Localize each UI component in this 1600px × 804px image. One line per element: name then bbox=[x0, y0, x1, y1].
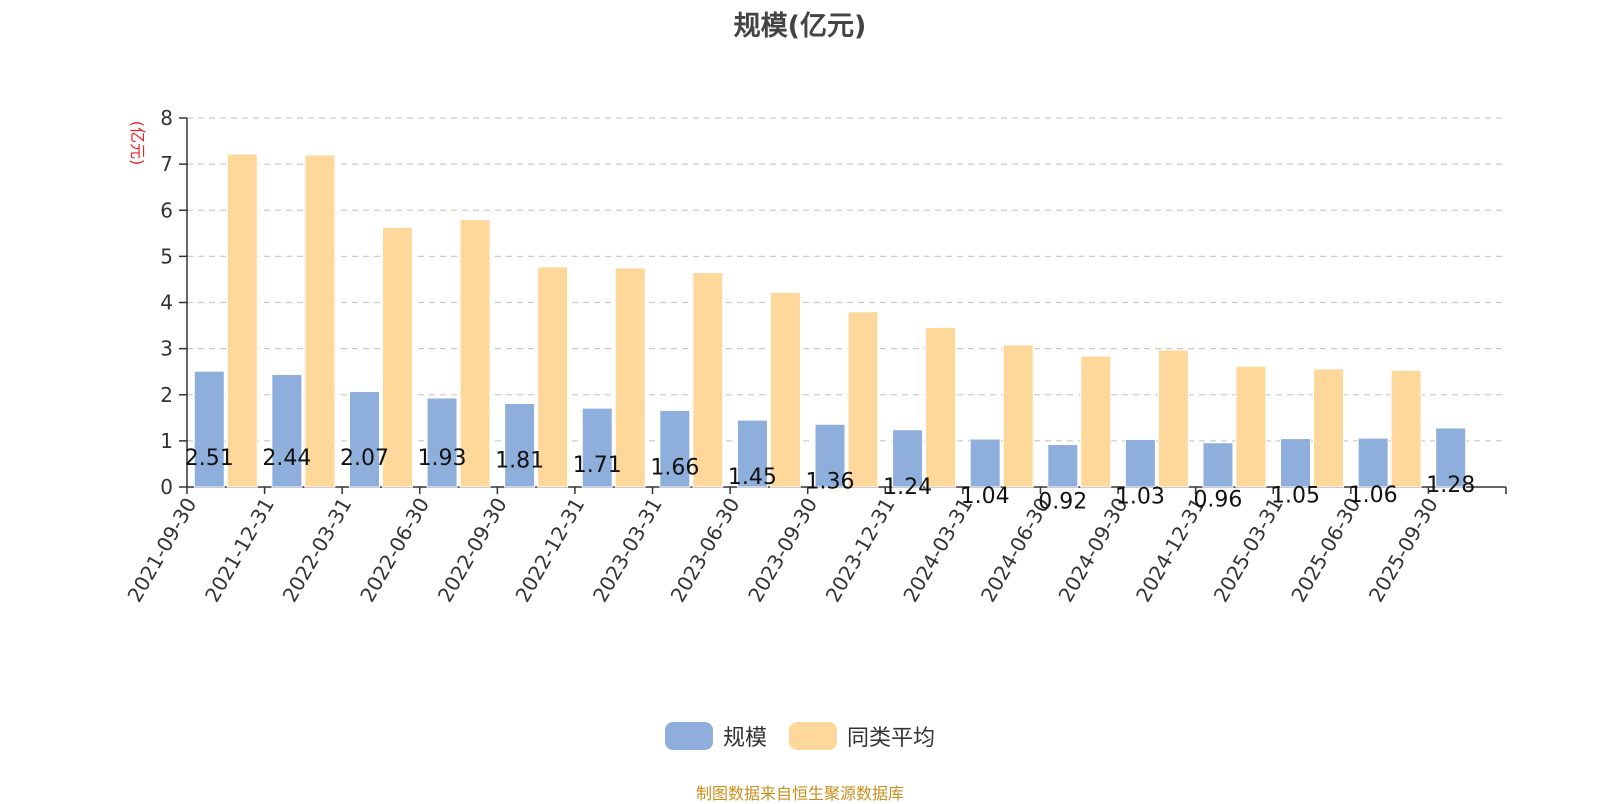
y-tick-label: 1 bbox=[160, 429, 173, 453]
data-label: 1.66 bbox=[650, 455, 699, 480]
bar-scale[interactable] bbox=[504, 403, 536, 488]
legend-label-peer-average: 同类平均 bbox=[847, 726, 936, 751]
x-tick-label: 2023-06-30 bbox=[666, 494, 745, 607]
x-tick-label: 2024-03-31 bbox=[898, 494, 977, 607]
bar-scale[interactable] bbox=[892, 429, 924, 488]
data-label: 1.81 bbox=[495, 449, 544, 474]
bar-peer-average[interactable] bbox=[381, 226, 413, 488]
bar-scale[interactable] bbox=[426, 397, 458, 488]
bar-peer-average[interactable] bbox=[1157, 349, 1189, 488]
x-tick-label: 2023-12-31 bbox=[821, 494, 900, 607]
bar-peer-average[interactable] bbox=[769, 291, 801, 488]
y-tick-label: 5 bbox=[160, 244, 173, 268]
data-label: 1.45 bbox=[728, 465, 777, 490]
x-tick-label: 2022-09-30 bbox=[433, 493, 512, 606]
bar-peer-average[interactable] bbox=[1080, 355, 1112, 488]
bar-peer-average[interactable] bbox=[925, 326, 957, 488]
bar-scale[interactable] bbox=[193, 370, 225, 488]
bar-scale[interactable] bbox=[659, 409, 691, 488]
legend: 规模 同类平均 bbox=[0, 720, 1600, 752]
bar-scale[interactable] bbox=[1357, 437, 1389, 488]
bar-peer-average[interactable] bbox=[226, 153, 258, 488]
legend-item-peer-average[interactable]: 同类平均 bbox=[789, 720, 935, 752]
data-label: 2.07 bbox=[340, 446, 389, 471]
x-tick-label: 2021-09-30 bbox=[122, 494, 201, 607]
chart-title: 规模(亿元) bbox=[733, 11, 867, 42]
x-tick-label: 2023-03-31 bbox=[588, 494, 667, 607]
y-tick-label: 7 bbox=[160, 152, 173, 176]
bar-peer-average[interactable] bbox=[692, 272, 724, 488]
data-label: 1.36 bbox=[806, 469, 855, 494]
bar-scale[interactable] bbox=[581, 407, 613, 488]
data-label: 1.04 bbox=[961, 484, 1010, 509]
y-tick-label: 3 bbox=[160, 337, 173, 361]
y-tick-label: 0 bbox=[160, 475, 173, 499]
bar-scale[interactable] bbox=[1280, 438, 1312, 488]
data-label: 1.71 bbox=[573, 453, 622, 478]
data-label: 1.05 bbox=[1271, 484, 1320, 509]
x-tick-label: 2022-06-30 bbox=[355, 494, 434, 607]
bar-scale[interactable] bbox=[1435, 427, 1467, 488]
x-tick-label: 2023-09-30 bbox=[743, 494, 822, 607]
y-tick-label: 4 bbox=[160, 291, 173, 315]
x-tick-label: 2022-03-31 bbox=[278, 494, 357, 607]
bar-peer-average[interactable] bbox=[459, 218, 491, 488]
source-note: 制图数据来自恒生聚源数据库 bbox=[695, 784, 904, 803]
bar-peer-average[interactable] bbox=[1390, 369, 1422, 488]
bar-scale[interactable] bbox=[271, 373, 303, 488]
legend-label-scale: 规模 bbox=[722, 726, 767, 751]
bar-peer-average[interactable] bbox=[614, 267, 646, 488]
bar-scale[interactable] bbox=[969, 438, 1001, 488]
data-label: 1.28 bbox=[1426, 473, 1475, 498]
y-tick-label: 2 bbox=[160, 383, 173, 407]
x-tick-label: 2022-12-31 bbox=[510, 494, 589, 607]
y-tick-label: 8 bbox=[160, 106, 173, 130]
y-tick-label: 6 bbox=[160, 198, 173, 222]
y-axis-unit: (亿元) bbox=[128, 121, 147, 166]
data-labels: 2.51 2.44 2.07 1.93 1.81 1.71 1.66 1.45 1.36 1.24… bbox=[185, 446, 1475, 515]
bar-peer-average[interactable] bbox=[1235, 365, 1267, 488]
data-label: 1.06 bbox=[1349, 483, 1398, 508]
x-tick-label: 2025-09-30 bbox=[1364, 494, 1443, 607]
data-label: 2.51 bbox=[185, 446, 234, 471]
bar-scale[interactable] bbox=[814, 423, 846, 488]
data-label: 1.93 bbox=[418, 446, 467, 471]
bar-peer-average[interactable] bbox=[537, 266, 569, 488]
legend-swatch-peer-average bbox=[789, 722, 837, 750]
data-label: 1.24 bbox=[883, 475, 932, 500]
legend-swatch-scale bbox=[664, 722, 713, 750]
bar-peer-average[interactable] bbox=[304, 154, 336, 488]
bar-scale[interactable] bbox=[348, 391, 380, 488]
bar-scale[interactable] bbox=[1047, 444, 1079, 488]
data-label: 0.92 bbox=[1038, 490, 1087, 515]
data-label: 0.96 bbox=[1193, 488, 1242, 513]
bar-peer-average[interactable] bbox=[1313, 368, 1345, 488]
x-tick-label: 2021-12-31 bbox=[200, 494, 279, 607]
data-label: 1.03 bbox=[1116, 484, 1165, 509]
bars bbox=[193, 153, 1467, 488]
bar-peer-average[interactable] bbox=[847, 311, 879, 488]
legend-item-scale[interactable]: 规模 bbox=[664, 720, 767, 752]
bar-scale[interactable] bbox=[1202, 442, 1234, 488]
bar-scale[interactable] bbox=[1124, 438, 1156, 488]
bar-scale[interactable] bbox=[736, 419, 768, 488]
data-label: 2.44 bbox=[262, 446, 311, 471]
x-tick-label: 2025-06-30 bbox=[1286, 494, 1365, 607]
bar-peer-average[interactable] bbox=[1002, 344, 1034, 488]
